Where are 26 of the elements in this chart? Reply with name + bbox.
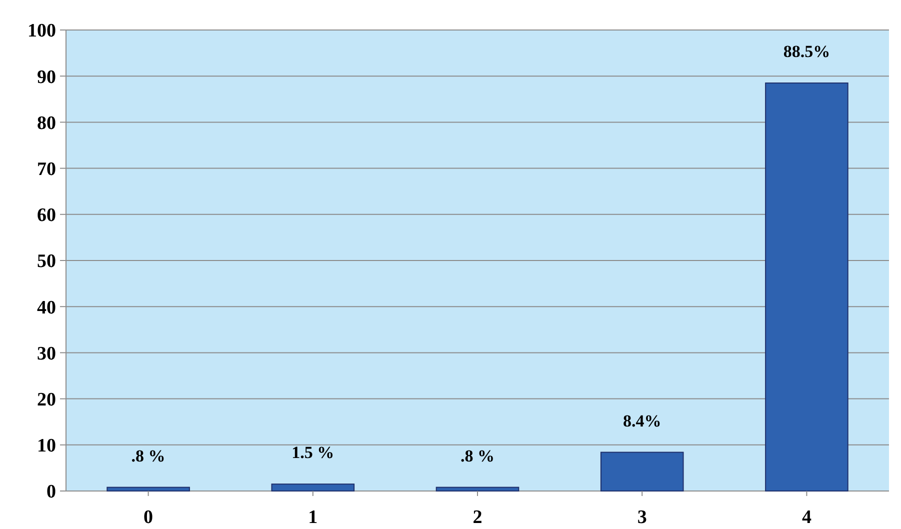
bar [106, 486, 190, 492]
y-tick-label: 0 [46, 482, 56, 503]
bar [436, 486, 520, 492]
data-label: 1.5 % [292, 443, 334, 462]
y-tick-label: 20 [37, 389, 56, 410]
x-tick-label: 0 [144, 507, 154, 528]
data-label: .8 % [460, 446, 494, 466]
data-label: 88.5% [783, 42, 830, 62]
data-label: 8.4% [622, 411, 662, 430]
x-tick-label: 3 [637, 507, 647, 528]
bar [765, 82, 848, 492]
bar [271, 484, 355, 492]
x-tick-label: 1 [308, 507, 318, 528]
y-tick-label: 70 [37, 158, 56, 180]
bar [600, 452, 684, 492]
y-tick-label: 100 [28, 20, 56, 42]
y-tick-label: 60 [37, 205, 56, 226]
x-tick-label: 4 [802, 507, 812, 528]
y-tick-label: 50 [37, 251, 56, 272]
y-tick-label: 90 [37, 66, 56, 88]
y-tick-label: 10 [37, 436, 56, 457]
y-tick-label: 40 [37, 297, 56, 318]
data-label: .8 % [131, 446, 166, 466]
x-tick-label: 2 [472, 507, 482, 528]
y-tick-label: 30 [37, 343, 56, 364]
y-tick-label: 80 [37, 112, 56, 134]
